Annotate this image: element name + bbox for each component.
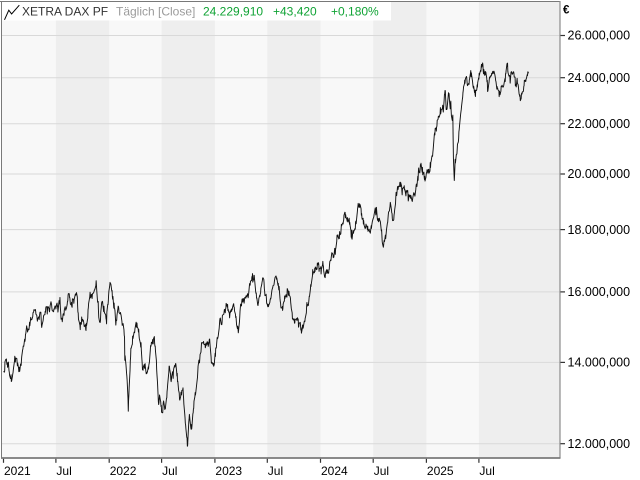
svg-text:26.000,000: 26.000,000: [568, 29, 631, 43]
svg-text:Jul: Jul: [479, 464, 494, 478]
svg-text:2024: 2024: [321, 464, 348, 478]
svg-text:Jul: Jul: [162, 464, 177, 478]
svg-text:+0,180%: +0,180%: [331, 5, 379, 19]
svg-text:24.229,910: 24.229,910: [203, 5, 263, 19]
svg-text:2022: 2022: [110, 464, 137, 478]
svg-text:+43,420: +43,420: [273, 5, 317, 19]
svg-text:Jul: Jul: [56, 464, 71, 478]
svg-text:Jul: Jul: [268, 464, 283, 478]
svg-text:2021: 2021: [4, 464, 31, 478]
svg-text:16.000,000: 16.000,000: [568, 285, 631, 299]
svg-text:2025: 2025: [427, 464, 454, 478]
svg-text:Jul: Jul: [374, 464, 389, 478]
svg-text:12.000,000: 12.000,000: [568, 437, 631, 451]
svg-text:14.000,000: 14.000,000: [568, 356, 631, 370]
svg-text:24.000,000: 24.000,000: [568, 71, 631, 85]
svg-text:18.000,000: 18.000,000: [568, 223, 631, 237]
svg-text:20.000,000: 20.000,000: [568, 167, 631, 181]
svg-text:€: €: [563, 5, 570, 17]
svg-text:Täglich [Close]: Täglich [Close]: [116, 5, 195, 19]
svg-text:22.000,000: 22.000,000: [568, 117, 631, 131]
svg-text:2023: 2023: [215, 464, 242, 478]
svg-text:XETRA DAX PF: XETRA DAX PF: [22, 5, 108, 19]
